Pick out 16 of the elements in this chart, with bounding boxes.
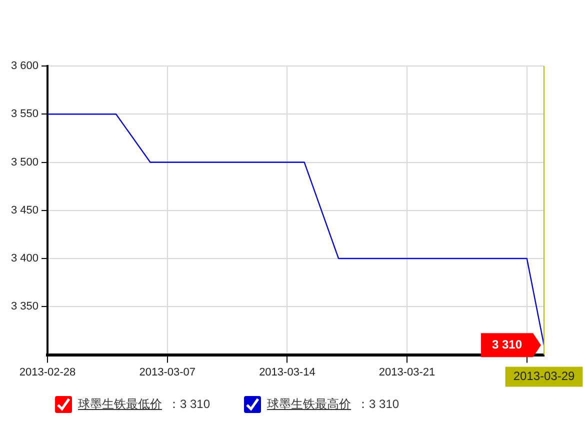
legend-label: 球墨生铁最低价 (78, 396, 162, 413)
y-tick-label: 3 400 (10, 252, 39, 265)
y-tick-label: 3 500 (10, 156, 39, 168)
x-tick-label: 2013-02-28 (19, 366, 76, 378)
y-tick-label: 3 450 (10, 204, 39, 216)
x-tick-label: 2013-03-21 (378, 366, 436, 378)
x-tick-label: 2013-03-07 (139, 366, 196, 378)
y-tick-label: 3 350 (10, 300, 39, 313)
text: ：3 310 (168, 396, 210, 413)
y-tick-label: 3 550 (10, 108, 39, 120)
ref-line-label: 2013-03-29 (513, 369, 576, 384)
text: ：3 310 (357, 396, 400, 413)
annotation: 3 310 (492, 337, 522, 352)
legend-label: 球墨生铁最高价 (267, 396, 352, 413)
y-tick-label: 3 600 (10, 60, 39, 72)
x-tick-label: 2013-03-14 (259, 366, 316, 378)
